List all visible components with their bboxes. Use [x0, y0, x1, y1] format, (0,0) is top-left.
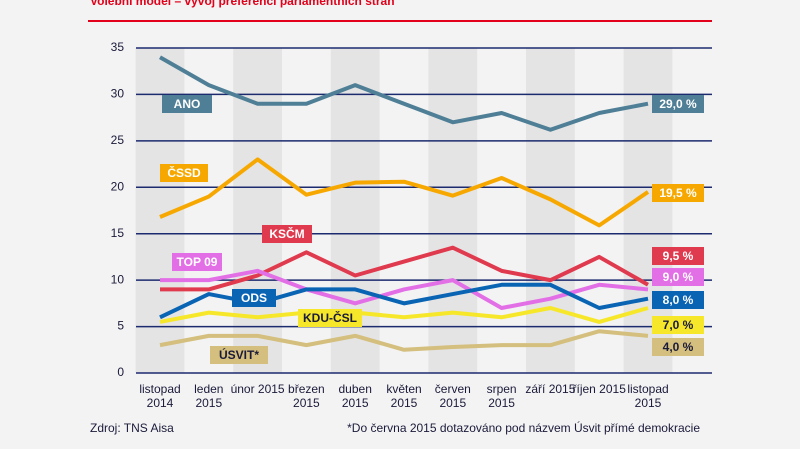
legend-box — [210, 346, 268, 364]
value-label-box — [652, 268, 704, 286]
legend-label: ÚSVIT* — [219, 347, 259, 362]
y-tick-label: 0 — [117, 365, 124, 379]
x-tick-label: srpen 2015 — [486, 382, 517, 410]
value-label-box — [652, 291, 704, 309]
legend-entry: ČSSD — [160, 164, 208, 182]
legend-entry: ANO — [162, 95, 212, 113]
series-line — [159, 157, 650, 228]
x-tick-label: září 2015 — [525, 382, 576, 396]
legend-entry: ODS — [232, 289, 276, 307]
x-tick-label: březen 2015 — [288, 382, 325, 410]
x-tick-label: duben 2015 — [338, 382, 372, 410]
value-label-box — [652, 316, 704, 334]
legend-box — [172, 253, 222, 271]
value-label-box — [652, 184, 704, 202]
y-tick-label: 20 — [111, 179, 125, 193]
x-tick-label: leden 2015 — [194, 382, 224, 410]
source: Zdroj: TNS Aisa — [90, 421, 174, 435]
x-tick-label: květen 2015 — [386, 382, 422, 410]
value-label: 19,5 % — [659, 186, 697, 200]
legend-label: KDU-ČSL — [303, 310, 357, 325]
legend-entry: TOP 09 — [172, 253, 222, 271]
legend-label: TOP 09 — [177, 255, 218, 269]
series-line — [160, 245, 649, 292]
x-tick-label: listopad 2015 — [627, 382, 669, 410]
legend-label: KSČM — [269, 226, 304, 241]
series-line — [159, 55, 649, 132]
value-label-box — [652, 247, 704, 265]
x-tick-label: říjen 2015 — [572, 382, 626, 396]
legend-box — [160, 164, 208, 182]
y-tick-label: 15 — [111, 226, 125, 240]
legend-label: ČSSD — [167, 165, 201, 180]
y-tick-label: 5 — [117, 319, 124, 333]
y-tick-label: 10 — [111, 272, 125, 286]
value-label: 7,0 % — [663, 318, 694, 332]
value-label: 9,5 % — [663, 249, 694, 263]
column-stripe — [526, 48, 575, 373]
y-tick-label: 35 — [111, 40, 125, 54]
x-tick-label: listopad 2014 — [139, 382, 181, 410]
series-line — [159, 329, 649, 352]
x-tick-label: červen 2015 — [434, 382, 471, 410]
legend-entry: KDU-ČSL — [298, 309, 362, 327]
value-label: 8,0 % — [663, 293, 694, 307]
legend-box — [298, 309, 362, 327]
legend-entry: ÚSVIT* — [210, 346, 268, 364]
y-tick-label: 30 — [111, 87, 125, 101]
legend-label: ODS — [241, 291, 267, 305]
legend-box — [162, 95, 212, 113]
value-label: 29,0 % — [659, 97, 697, 111]
legend-box — [262, 225, 312, 243]
value-label: 9,0 % — [663, 270, 694, 284]
legend-label: ANO — [174, 97, 201, 111]
footnote: *Do června 2015 dotazováno pod názvem Ús… — [347, 420, 700, 435]
legend-entry: KSČM — [262, 225, 312, 243]
value-label-box — [652, 338, 704, 356]
value-label: 4,0 % — [663, 340, 694, 354]
value-label-box — [652, 95, 704, 113]
chart-title: Volební model – vývoj preferencí parlame… — [90, 0, 395, 8]
legend-box — [232, 289, 276, 307]
y-tick-label: 25 — [111, 133, 125, 147]
x-tick-label: únor 2015 — [230, 382, 285, 396]
column-stripe — [428, 48, 478, 373]
series-line — [159, 306, 649, 324]
